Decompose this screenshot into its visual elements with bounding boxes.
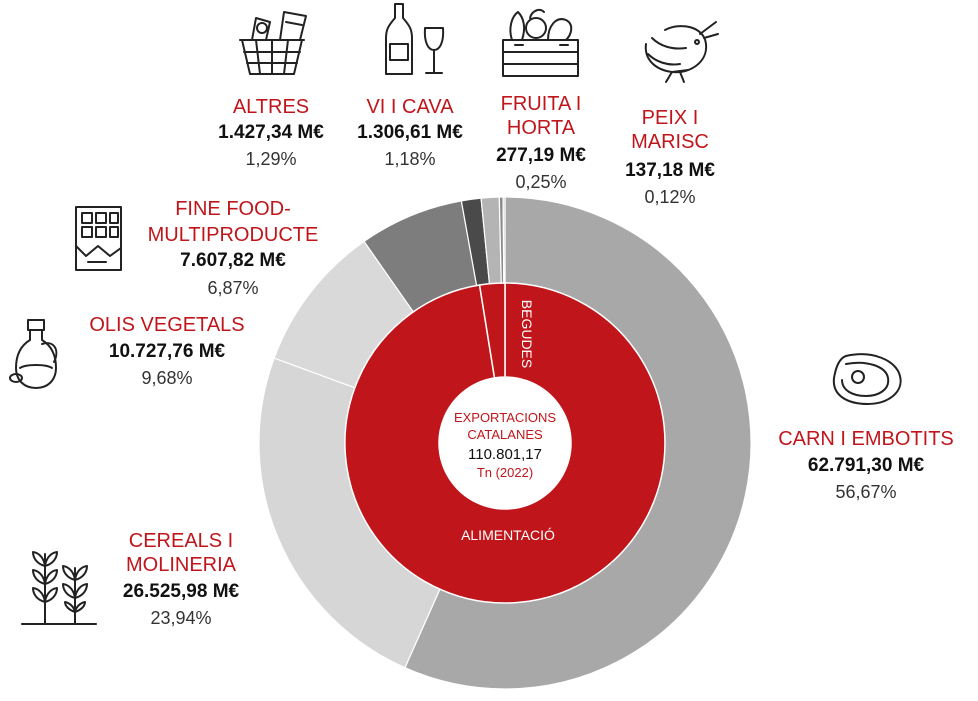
- category-percent: 6,87%: [207, 278, 258, 298]
- category-name: HORTA: [507, 117, 576, 139]
- steak-icon: [832, 353, 902, 405]
- outer-slice-7: [502, 196, 506, 285]
- category-value: 277,19 M€: [496, 145, 586, 166]
- center-total-value: 110.801,17: [468, 446, 542, 463]
- category-name: CARN I EMBOTITS: [778, 428, 954, 450]
- category-name: OLIS VEGETALS: [89, 314, 244, 336]
- category-percent: 1,29%: [245, 149, 296, 169]
- category-value: 10.727,76 M€: [109, 341, 226, 362]
- olive-oil-icon: [9, 319, 58, 389]
- wine-icon: [385, 3, 445, 75]
- category-name: VI I CAVA: [366, 96, 454, 118]
- category-name: CEREALS I: [129, 530, 233, 552]
- center-title-line2: CATALANES: [467, 427, 543, 442]
- category-value: 1.306,61 M€: [357, 122, 463, 143]
- label-altres: ALTRES 1.427,34 M€ 1,29%: [218, 96, 324, 169]
- category-percent: 56,67%: [835, 482, 896, 502]
- center-unit: Tn (2022): [477, 465, 533, 480]
- category-value: 7.607,82 M€: [180, 250, 286, 271]
- category-name: MARISC: [631, 131, 709, 153]
- category-name: MULTIPRODUCTE: [148, 224, 319, 246]
- category-name: FINE FOOD-: [175, 198, 291, 220]
- label-fruita-i-horta: FRUITA I HORTA 277,19 M€ 0,25%: [496, 93, 586, 192]
- basket-icon: [239, 11, 307, 75]
- label-fine-food-multiproducte: FINE FOOD- MULTIPRODUCTE 7.607,82 M€ 6,8…: [148, 198, 319, 298]
- label-peix-i-marisc: PEIX I MARISC 137,18 M€ 0,12%: [625, 107, 715, 207]
- category-percent: 23,94%: [150, 608, 211, 628]
- category-percent: 0,12%: [644, 187, 695, 207]
- label-cereals-i-molineria: CEREALS I MOLINERIA 26.525,98 M€ 23,94%: [123, 530, 240, 628]
- shrimp-icon: [644, 21, 719, 83]
- category-name: ALTRES: [233, 96, 309, 118]
- wheat-icon: [21, 551, 97, 625]
- category-value: 26.525,98 M€: [123, 581, 240, 602]
- category-name: MOLINERIA: [126, 554, 237, 576]
- category-percent: 1,18%: [384, 149, 435, 169]
- category-percent: 9,68%: [141, 368, 192, 388]
- category-percent: 0,25%: [515, 172, 566, 192]
- category-value: 1.427,34 M€: [218, 122, 324, 143]
- center-hole: [439, 377, 571, 509]
- inner-label-alimentacio: ALIMENTACIÓ: [461, 527, 555, 543]
- label-carn-i-embotits: CARN I EMBOTITS 62.791,30 M€ 56,67%: [778, 428, 954, 502]
- inner-label-begudes: BEGUDES: [519, 300, 535, 368]
- label-vi-i-cava: VI I CAVA 1.306,61 M€ 1,18%: [357, 96, 463, 169]
- vegetable-crate-icon: [502, 9, 579, 77]
- chocolate-bar-icon: [75, 206, 122, 271]
- category-value: 62.791,30 M€: [808, 455, 925, 476]
- category-value: 137,18 M€: [625, 160, 715, 181]
- category-name: FRUITA I: [501, 93, 582, 115]
- category-name: PEIX I: [642, 107, 699, 129]
- center-title-line1: EXPORTACIONS: [454, 410, 556, 425]
- label-olis-vegetals: OLIS VEGETALS 10.727,76 M€ 9,68%: [89, 314, 244, 388]
